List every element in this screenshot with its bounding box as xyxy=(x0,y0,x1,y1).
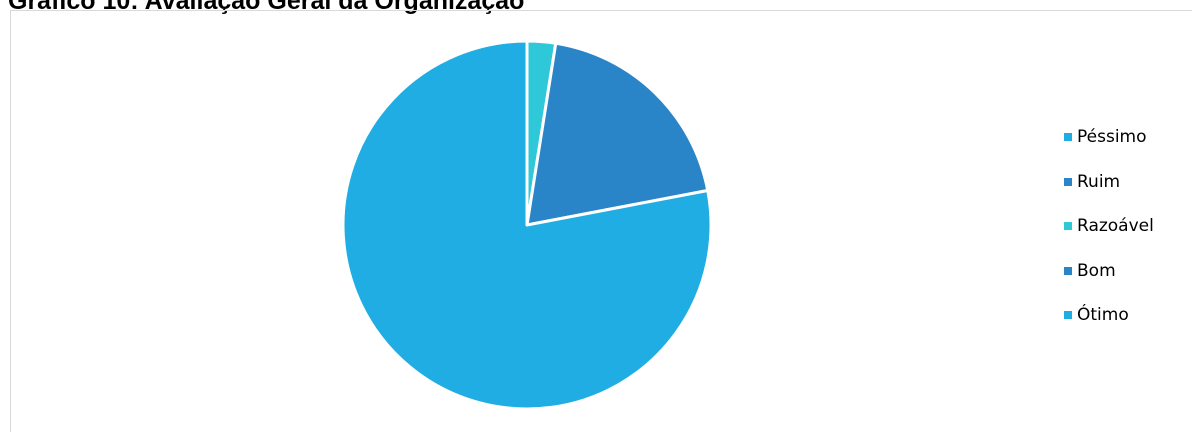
pie-slice-otimo xyxy=(341,39,713,411)
legend-item-razoavel: Razoável xyxy=(1064,215,1154,237)
legend-item-otimo: Ótimo xyxy=(1064,304,1154,326)
legend-label: Bom xyxy=(1077,260,1116,281)
chart-frame xyxy=(10,10,1192,432)
pie-slice-bom xyxy=(525,41,710,227)
legend-label: Razoável xyxy=(1077,216,1154,236)
legend-label: Ótimo xyxy=(1077,305,1129,325)
legend-item-pessimo: Péssimo xyxy=(1064,126,1154,148)
legend-swatch xyxy=(1064,133,1072,141)
legend-label: Péssimo xyxy=(1077,127,1147,147)
legend-label: Ruim xyxy=(1077,171,1121,192)
legend-swatch xyxy=(1064,266,1072,275)
legend-swatch xyxy=(1064,311,1072,319)
legend-item-bom: Bom xyxy=(1064,260,1154,282)
legend-swatch xyxy=(1064,222,1072,230)
legend-swatch xyxy=(1064,177,1072,186)
chart-title: Gráfico 10: Avaliação Geral da Organizaç… xyxy=(8,0,525,15)
chart-legend: Péssimo Ruim Razoável Bom Ótimo xyxy=(1064,126,1154,349)
legend-item-ruim: Ruim xyxy=(1064,171,1154,193)
